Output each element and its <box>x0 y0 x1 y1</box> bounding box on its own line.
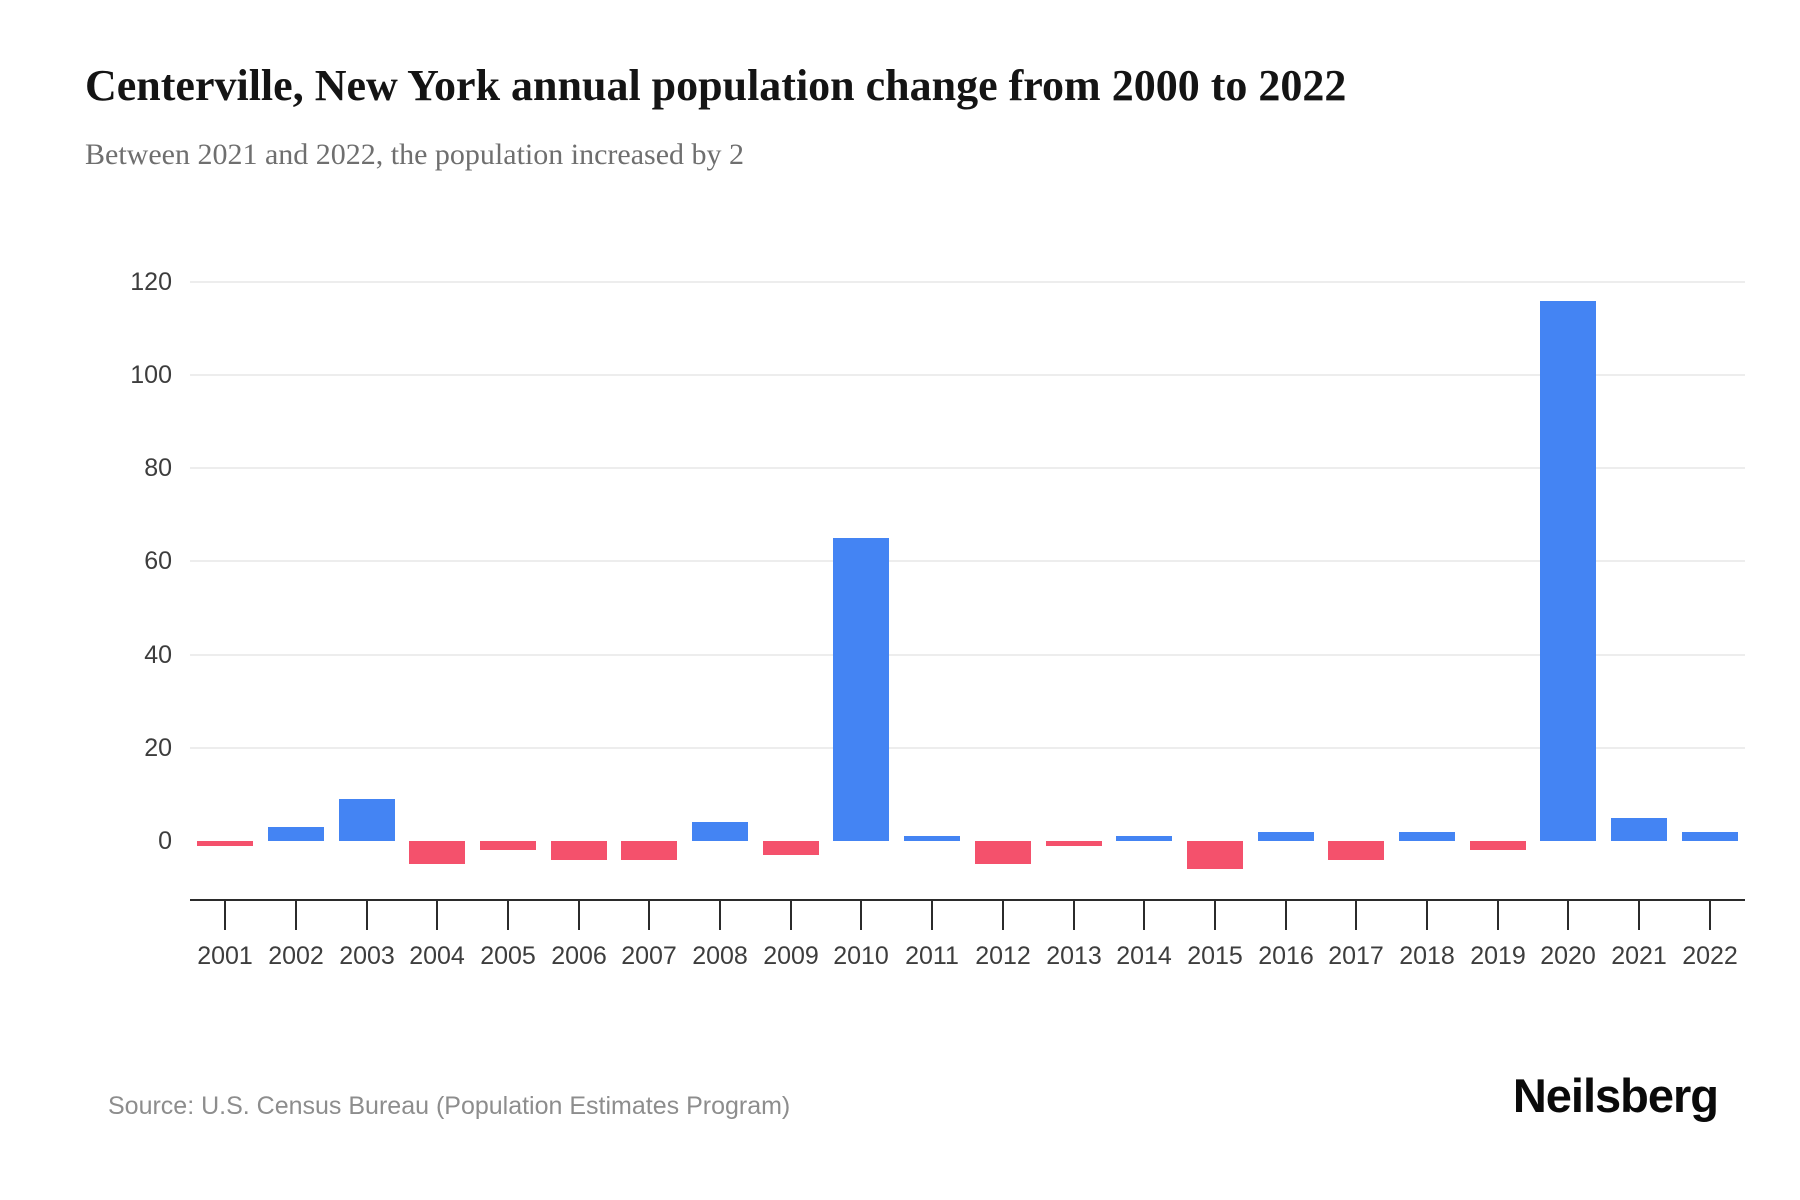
x-axis-label-2007: 2007 <box>621 942 677 970</box>
chart-subtitle: Between 2021 and 2022, the population in… <box>85 138 745 171</box>
x-axis-label-2014: 2014 <box>1116 942 1172 970</box>
bar-2013[interactable] <box>1046 841 1102 846</box>
bar-2018[interactable] <box>1399 831 1455 841</box>
gridline-100 <box>190 374 1745 377</box>
x-axis-tick-2019 <box>1497 900 1499 930</box>
x-axis-tick-2021 <box>1638 900 1640 930</box>
bar-2008[interactable] <box>692 822 748 841</box>
gridline-20 <box>190 746 1745 749</box>
x-axis-tick-2022 <box>1709 900 1711 930</box>
source-note: Source: U.S. Census Bureau (Population E… <box>108 1092 791 1120</box>
x-axis-label-2006: 2006 <box>551 942 607 970</box>
gridline-80 <box>190 467 1745 470</box>
x-axis-tick-2010 <box>860 900 862 930</box>
x-axis-label-2008: 2008 <box>692 942 748 970</box>
x-axis-tick-2014 <box>1143 900 1145 930</box>
x-axis-label-2021: 2021 <box>1611 942 1667 970</box>
gridline-120 <box>190 280 1745 283</box>
x-axis-label-2004: 2004 <box>409 942 465 970</box>
x-axis-tick-2007 <box>648 900 650 930</box>
bar-2011[interactable] <box>904 836 960 841</box>
y-axis-label-80: 80 <box>144 454 172 483</box>
y-axis-label-60: 60 <box>144 547 172 576</box>
bar-2006[interactable] <box>551 841 607 860</box>
chart-title: Centerville, New York annual population … <box>85 61 1347 110</box>
brand-logo: Neilsberg <box>1512 1069 1719 1122</box>
x-axis-tick-2005 <box>507 900 509 930</box>
y-axis-label-40: 40 <box>144 640 172 669</box>
bar-2004[interactable] <box>409 841 465 865</box>
bar-2016[interactable] <box>1258 831 1314 841</box>
bar-2009[interactable] <box>763 841 819 855</box>
x-axis-tick-2003 <box>366 900 368 930</box>
x-axis-tick-2015 <box>1214 900 1216 930</box>
x-axis-tick-2018 <box>1426 900 1428 930</box>
y-axis-label-100: 100 <box>130 361 172 390</box>
y-axis-label-120: 120 <box>130 267 172 296</box>
x-axis-tick-2002 <box>295 900 297 930</box>
bar-2007[interactable] <box>621 841 677 860</box>
bar-2003[interactable] <box>339 799 395 841</box>
gridline-60 <box>190 560 1745 563</box>
x-axis-label-2022: 2022 <box>1682 942 1738 970</box>
x-axis-label-2002: 2002 <box>268 942 324 970</box>
bar-2010[interactable] <box>833 538 889 841</box>
x-axis-label-2012: 2012 <box>975 942 1031 970</box>
x-axis-tick-2009 <box>790 900 792 930</box>
bar-2014[interactable] <box>1116 836 1172 841</box>
y-axis-label-20: 20 <box>144 733 172 762</box>
x-axis-tick-2020 <box>1567 900 1569 930</box>
x-axis-label-2019: 2019 <box>1470 942 1526 970</box>
x-axis-tick-2013 <box>1073 900 1075 930</box>
x-axis-label-2018: 2018 <box>1399 942 1455 970</box>
bar-2005[interactable] <box>480 841 536 851</box>
bar-2019[interactable] <box>1470 841 1526 851</box>
x-axis-tick-2017 <box>1355 900 1357 930</box>
bar-2020[interactable] <box>1540 300 1596 841</box>
x-axis-tick-2011 <box>931 900 933 930</box>
plot-area: 0 20 40 60 80 100 120 2001 2002 2003 2004 2005 2006 2… <box>130 245 1745 970</box>
bar-2001[interactable] <box>197 841 253 846</box>
bar-2015[interactable] <box>1187 841 1243 869</box>
x-axis-label-2009: 2009 <box>763 942 819 970</box>
x-axis-label-2003: 2003 <box>339 942 395 970</box>
x-axis-label-2020: 2020 <box>1540 942 1596 970</box>
x-axis-tick-2012 <box>1002 900 1004 930</box>
bar-2002[interactable] <box>268 827 324 841</box>
y-axis-label-0: 0 <box>158 827 172 855</box>
x-axis-label-2017: 2017 <box>1328 942 1384 970</box>
x-axis-label-2005: 2005 <box>480 942 536 970</box>
bar-2012[interactable] <box>975 841 1031 865</box>
bar-2022[interactable] <box>1682 831 1738 841</box>
x-axis-tick-2004 <box>436 900 438 930</box>
x-axis-tick-2008 <box>719 900 721 930</box>
gridline-40 <box>190 653 1745 656</box>
bar-2017[interactable] <box>1328 841 1384 860</box>
x-axis-label-2016: 2016 <box>1258 942 1314 970</box>
x-axis-tick-2016 <box>1285 900 1287 930</box>
x-axis-tick-2001 <box>224 900 226 930</box>
x-axis-label-2011: 2011 <box>905 942 959 970</box>
x-axis-label-2001: 2001 <box>197 942 253 970</box>
x-axis-label-2010: 2010 <box>833 942 889 970</box>
x-axis-label-2015: 2015 <box>1187 942 1243 970</box>
x-axis-line <box>190 899 1745 901</box>
bar-2021[interactable] <box>1611 817 1667 841</box>
x-axis-tick-2006 <box>578 900 580 930</box>
x-axis-label-2013: 2013 <box>1046 942 1102 970</box>
